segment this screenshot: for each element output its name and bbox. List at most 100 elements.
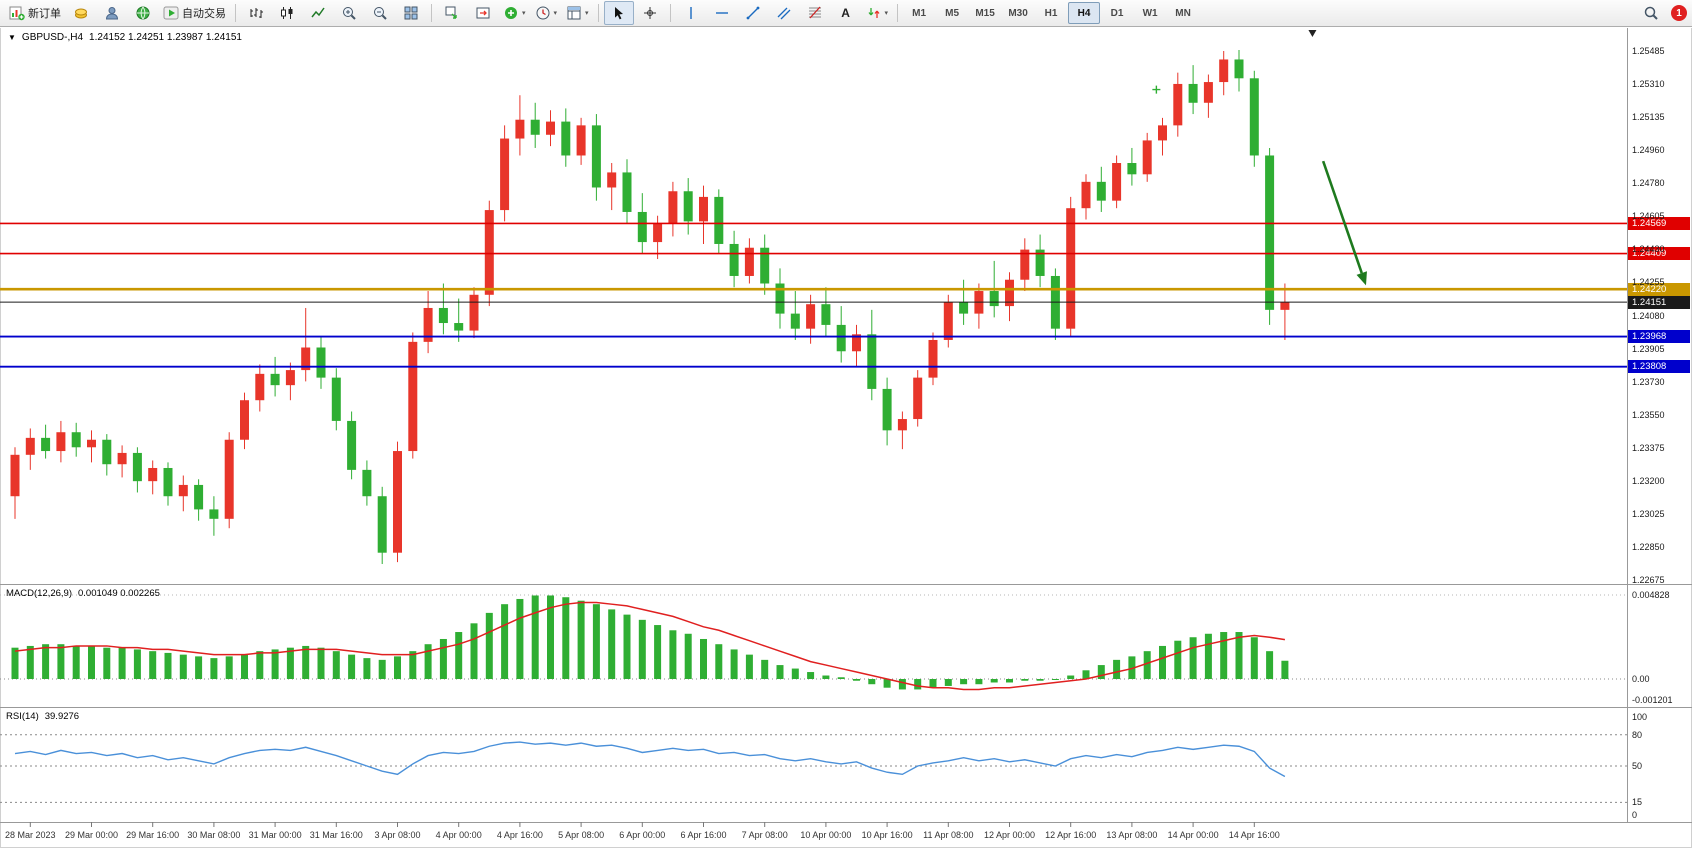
macd-histogram-bar — [638, 619, 646, 679]
candle — [270, 373, 280, 386]
rsi-label-row: RSI(14) 39.9276 — [6, 711, 79, 722]
timeframe-d1[interactable]: D1 — [1110, 7, 1124, 19]
timeframe-mn[interactable]: MN — [1175, 7, 1191, 19]
zoom-in-button[interactable] — [334, 1, 364, 25]
macd-histogram-bar — [1235, 632, 1243, 679]
macd-histogram-bar — [348, 654, 356, 679]
macd-histogram-bar — [57, 644, 65, 679]
candlestick-chart-icon — [281, 7, 293, 19]
candle — [1005, 279, 1014, 307]
new-order-button[interactable]: 新订单 — [5, 1, 65, 25]
macd-histogram-bar — [761, 659, 769, 679]
candle — [438, 307, 448, 324]
tile-windows-button[interactable] — [396, 1, 426, 25]
macd-histogram-bar — [164, 652, 172, 679]
search-button[interactable] — [1636, 1, 1666, 25]
fibonacci-button[interactable] — [800, 1, 830, 25]
timeframe-h4[interactable]: H4 — [1068, 2, 1101, 24]
trade-open-marker — [1152, 85, 1161, 94]
candle — [546, 121, 555, 135]
candle — [1188, 83, 1198, 103]
channel-button[interactable] — [769, 1, 799, 25]
candle — [668, 191, 678, 224]
periods-button[interactable]: ▾ — [531, 1, 562, 25]
candle — [928, 339, 938, 378]
profile-button[interactable] — [97, 1, 127, 25]
collapse-chart-icon[interactable]: ▼ — [8, 33, 16, 42]
macd-histogram-bar — [837, 677, 845, 679]
chart-candles-button[interactable] — [272, 1, 302, 25]
indicators-button[interactable]: ▾ — [499, 1, 530, 25]
ohlc-values: 1.24152 1.24251 1.23987 1.24151 — [89, 32, 242, 43]
chart-bars-button[interactable] — [241, 1, 271, 25]
candle — [331, 377, 341, 421]
horizontal-line-button[interactable] — [707, 1, 737, 25]
templates-button[interactable]: ▾ — [562, 1, 593, 25]
candle — [852, 334, 861, 352]
macd-histogram-bar — [1143, 651, 1151, 679]
candle — [591, 125, 601, 188]
zoom-out-icon — [374, 7, 387, 20]
macd-histogram-bar — [1204, 633, 1212, 679]
timeframe-w1[interactable]: W1 — [1142, 7, 1158, 19]
timeframe-m1[interactable]: M1 — [912, 7, 927, 19]
line-chart-icon — [311, 7, 325, 18]
zoom-out-button[interactable] — [365, 1, 395, 25]
macd-histogram-bar — [103, 647, 111, 679]
crosshair-button[interactable] — [635, 1, 665, 25]
notification-badge[interactable]: 1 — [1671, 5, 1687, 21]
macd-histogram-bar — [883, 679, 891, 688]
macd-histogram-bar — [1097, 665, 1105, 679]
candle — [1203, 82, 1213, 103]
candle — [1035, 249, 1045, 276]
candle — [408, 341, 418, 452]
text-button[interactable]: A — [831, 1, 861, 25]
macd-histogram-bar — [332, 651, 340, 679]
candle — [117, 452, 127, 465]
candle — [1127, 163, 1137, 175]
chart-shift-icon — [476, 7, 490, 19]
trendline-button[interactable] — [738, 1, 768, 25]
autotrading-play-icon — [163, 6, 179, 20]
macd-histogram-bar — [195, 656, 203, 679]
macd-histogram-bar — [455, 632, 463, 679]
rsi-line — [14, 741, 1286, 778]
timeframe-h1[interactable]: H1 — [1044, 7, 1058, 19]
candle — [959, 302, 969, 314]
new-order-label: 新订单 — [28, 8, 61, 20]
market-button[interactable] — [66, 1, 96, 25]
candle — [622, 172, 632, 212]
macd-histogram-bar — [853, 679, 860, 681]
candle — [1234, 59, 1244, 79]
macd-histogram-bar — [577, 600, 585, 679]
candle — [1249, 78, 1259, 156]
chart-line-button[interactable] — [303, 1, 333, 25]
macd-histogram-bar — [592, 604, 600, 679]
cursor-button[interactable] — [603, 1, 634, 25]
candle — [760, 247, 770, 284]
cursor-icon — [614, 7, 623, 20]
candle — [25, 437, 35, 455]
new-order-icon — [9, 6, 25, 21]
timeframe-m30[interactable]: M30 — [1008, 7, 1028, 19]
globe-icon — [136, 6, 150, 20]
autotrading-button[interactable]: 自动交易 — [159, 1, 230, 25]
candle — [1066, 208, 1076, 329]
macd-histogram-bar — [72, 645, 80, 679]
vertical-line-button[interactable] — [676, 1, 706, 25]
macd-histogram-bar — [776, 665, 784, 679]
candle — [347, 420, 357, 470]
auto-arrange-button[interactable] — [437, 1, 467, 25]
macd-histogram-bar — [516, 598, 524, 679]
chart-shift-button[interactable] — [468, 1, 498, 25]
macd-histogram-bar — [791, 668, 799, 679]
macd-histogram-bar — [1021, 679, 1029, 681]
arrows-button[interactable]: ▾ — [862, 1, 893, 25]
macd-histogram-bar — [11, 647, 19, 679]
community-button[interactable] — [128, 1, 158, 25]
timeframe-m5[interactable]: M5 — [945, 7, 960, 19]
candle — [10, 454, 20, 497]
timeframe-m15[interactable]: M15 — [975, 7, 995, 19]
candle — [209, 509, 219, 519]
